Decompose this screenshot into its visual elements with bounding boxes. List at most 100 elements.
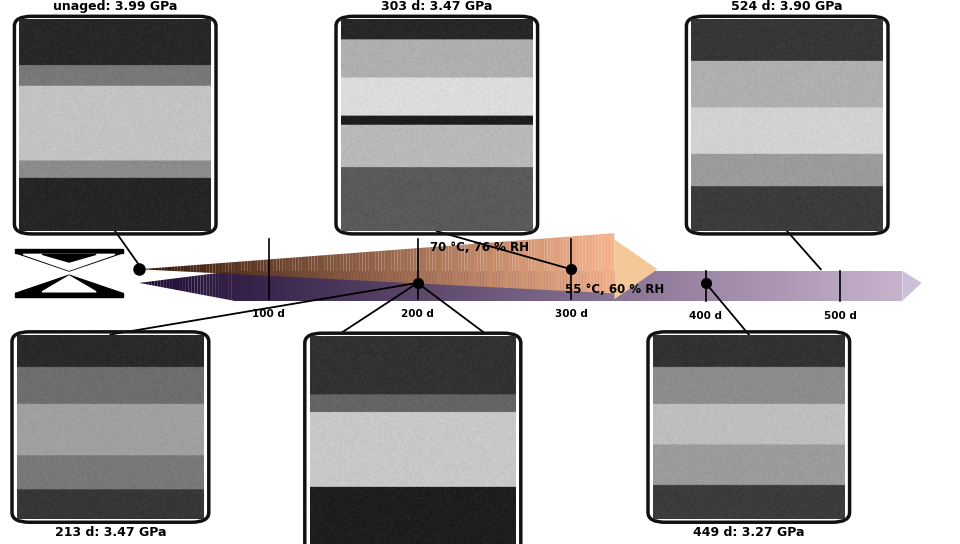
Polygon shape: [507, 271, 510, 301]
Polygon shape: [209, 274, 213, 297]
Polygon shape: [804, 271, 807, 301]
Text: 303 d: 3.47 GPa: 303 d: 3.47 GPa: [381, 0, 492, 13]
Polygon shape: [250, 271, 252, 301]
Polygon shape: [777, 271, 780, 301]
Polygon shape: [423, 248, 426, 284]
Polygon shape: [157, 280, 160, 287]
Polygon shape: [740, 271, 743, 301]
Polygon shape: [700, 271, 703, 301]
Polygon shape: [654, 271, 658, 301]
Polygon shape: [397, 249, 400, 282]
Polygon shape: [222, 263, 226, 274]
Polygon shape: [324, 271, 326, 301]
Polygon shape: [792, 271, 795, 301]
Polygon shape: [187, 265, 190, 272]
Polygon shape: [356, 252, 359, 281]
Polygon shape: [728, 271, 731, 301]
Polygon shape: [15, 294, 123, 297]
Polygon shape: [198, 275, 201, 294]
Polygon shape: [264, 259, 267, 276]
Polygon shape: [270, 259, 274, 276]
Polygon shape: [645, 271, 648, 301]
Polygon shape: [733, 271, 737, 301]
Polygon shape: [547, 238, 551, 290]
Polygon shape: [749, 271, 753, 301]
Polygon shape: [648, 271, 651, 301]
Polygon shape: [617, 271, 620, 301]
Polygon shape: [251, 261, 254, 275]
Polygon shape: [348, 271, 350, 301]
Polygon shape: [636, 271, 638, 301]
Polygon shape: [228, 271, 231, 300]
Polygon shape: [828, 271, 832, 301]
Polygon shape: [366, 271, 369, 301]
Polygon shape: [795, 271, 798, 301]
Polygon shape: [774, 271, 777, 301]
Polygon shape: [404, 249, 407, 283]
Polygon shape: [203, 264, 206, 273]
Polygon shape: [206, 264, 209, 273]
Polygon shape: [160, 280, 164, 288]
Polygon shape: [369, 271, 372, 301]
Polygon shape: [257, 260, 260, 275]
Polygon shape: [304, 271, 308, 301]
Text: 213 d: 3.47 GPa: 213 d: 3.47 GPa: [55, 526, 166, 539]
Polygon shape: [501, 271, 504, 301]
Polygon shape: [158, 268, 161, 270]
Polygon shape: [426, 247, 429, 284]
Polygon shape: [476, 271, 479, 301]
Polygon shape: [311, 256, 315, 278]
Polygon shape: [581, 271, 584, 301]
Text: 400 d: 400 d: [689, 311, 722, 320]
Polygon shape: [561, 237, 564, 291]
Polygon shape: [553, 271, 556, 301]
Polygon shape: [15, 249, 123, 252]
Polygon shape: [340, 254, 344, 280]
Polygon shape: [506, 241, 509, 288]
Polygon shape: [353, 271, 357, 301]
Polygon shape: [415, 271, 419, 301]
Polygon shape: [42, 255, 96, 262]
Polygon shape: [753, 271, 756, 301]
Text: 524 d: 3.90 GPa: 524 d: 3.90 GPa: [732, 0, 843, 13]
Polygon shape: [245, 261, 248, 275]
Polygon shape: [578, 271, 581, 301]
Polygon shape: [410, 249, 414, 283]
Polygon shape: [142, 282, 145, 284]
Polygon shape: [165, 267, 168, 271]
Polygon shape: [569, 236, 573, 291]
Polygon shape: [513, 240, 516, 288]
Polygon shape: [231, 271, 234, 301]
Polygon shape: [499, 242, 503, 288]
Polygon shape: [286, 271, 289, 301]
Polygon shape: [768, 271, 771, 301]
Polygon shape: [335, 271, 339, 301]
Polygon shape: [194, 276, 198, 294]
Polygon shape: [780, 271, 782, 301]
Polygon shape: [385, 250, 388, 282]
Polygon shape: [15, 275, 123, 294]
Polygon shape: [761, 271, 764, 301]
Polygon shape: [599, 271, 602, 301]
Polygon shape: [339, 271, 342, 301]
Polygon shape: [538, 239, 541, 289]
Polygon shape: [146, 269, 149, 270]
Polygon shape: [593, 271, 596, 301]
Polygon shape: [188, 276, 191, 293]
Polygon shape: [551, 238, 554, 290]
Polygon shape: [301, 257, 305, 277]
Polygon shape: [596, 271, 599, 301]
Polygon shape: [445, 246, 448, 285]
Polygon shape: [443, 271, 445, 301]
Polygon shape: [452, 245, 455, 285]
Polygon shape: [255, 271, 259, 301]
Polygon shape: [813, 271, 817, 301]
Text: 70 °C, 76 % RH: 70 °C, 76 % RH: [430, 241, 530, 254]
Polygon shape: [452, 271, 455, 301]
Polygon shape: [897, 271, 900, 301]
Polygon shape: [277, 271, 280, 301]
Polygon shape: [856, 271, 859, 301]
Polygon shape: [535, 239, 538, 289]
Text: 200 d: 200 d: [401, 309, 434, 319]
Polygon shape: [403, 271, 406, 301]
